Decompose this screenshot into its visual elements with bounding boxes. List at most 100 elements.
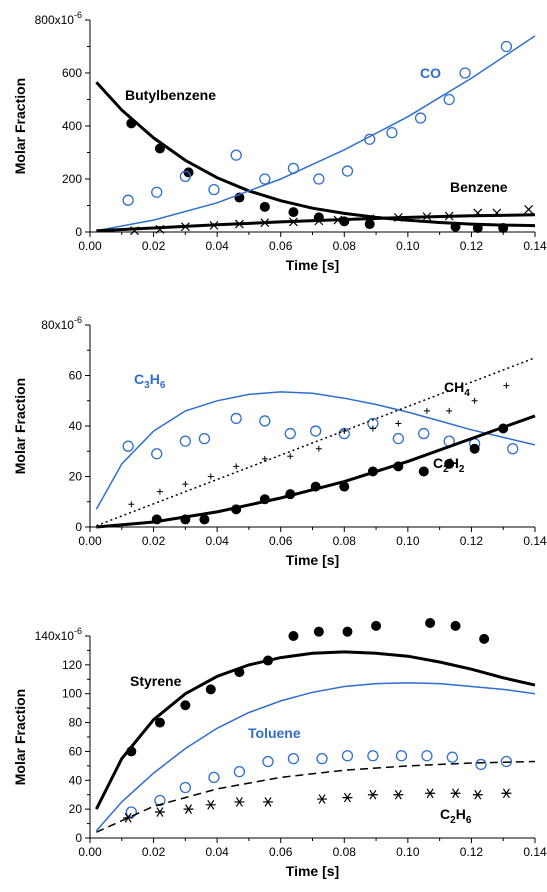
data-point-ch4 (395, 420, 402, 427)
data-point-co (122, 194, 134, 206)
y-tick-exponent: -6 (74, 10, 82, 20)
x-tick-label: 0.04 (205, 845, 229, 859)
label-part: C (433, 455, 443, 471)
series-ch4: CH4 (96, 357, 536, 527)
x-tick-label: 0.14 (523, 239, 547, 253)
y-tick-label: 20 (69, 470, 83, 484)
data-point-co (500, 40, 513, 53)
label-subscript: 2 (459, 464, 465, 475)
model-curve-co (96, 35, 536, 232)
chart-panel-1: 0.00 0.02 0.04 0.06 0.08 0.10 0.12 0.14 0 200 400 6… (12, 10, 547, 273)
x-tick-label: 0.02 (142, 845, 166, 859)
series-benzene: Benzene (96, 179, 536, 236)
data-point-toluene (446, 751, 459, 763)
data-point-c2h2 (418, 466, 429, 477)
y-tick-label: 0 (75, 520, 82, 534)
series-label-benzene: Benzene (450, 179, 508, 195)
data-point-co (341, 165, 354, 177)
series-butylbenzene: Butylbenzene (95, 81, 536, 234)
label-subscript: 2 (443, 464, 449, 475)
data-point-c2h2 (444, 458, 455, 469)
x-tick-label: 0.10 (396, 534, 420, 548)
data-point-benzene (289, 217, 298, 227)
data-point-c2h6 (425, 788, 436, 799)
data-point-ch4 (261, 455, 268, 462)
label-part: C (440, 806, 450, 822)
x-tick-label: 0.14 (523, 534, 547, 548)
y-tick-exponent: -6 (74, 315, 82, 325)
label-part: H (150, 371, 160, 387)
data-point-toluene (500, 755, 513, 768)
data-point-co (414, 112, 427, 124)
data-point-c2h2 (199, 514, 210, 525)
data-point-toluene (395, 750, 408, 762)
data-point-co (459, 67, 471, 79)
data-point-styrene (154, 717, 165, 728)
data-point-ch4 (369, 425, 376, 432)
data-point-styrene (371, 620, 382, 631)
data-point-c2h6 (450, 788, 461, 799)
data-point-co (208, 183, 220, 196)
data-point-c2h6 (205, 799, 216, 810)
data-point-ch4 (503, 382, 510, 389)
series-c2h2: C2H2 (96, 414, 536, 529)
data-point-styrene (450, 620, 461, 631)
data-point-styrene (313, 626, 324, 637)
y-tick-exponent: -6 (74, 626, 82, 636)
series-co: CO (96, 35, 536, 232)
model-curve-ch4 (96, 357, 536, 527)
label-subscript: 6 (466, 815, 472, 826)
model-curve-styrene (95, 650, 536, 810)
data-point-co (259, 173, 271, 185)
data-point-co (313, 173, 325, 185)
data-point-butylbenzene (259, 201, 270, 212)
data-point-benzene (180, 222, 190, 232)
x-tick-label: 0.06 (269, 845, 293, 859)
data-point-co (287, 162, 300, 175)
data-point-styrene (425, 618, 436, 629)
y-tick-label: 80x10-6 (41, 315, 82, 332)
data-point-ch4 (156, 488, 163, 495)
data-point-butylbenzene (126, 118, 137, 129)
data-point-ch4 (341, 428, 348, 435)
label-part: H (456, 806, 466, 822)
data-point-c3h6 (507, 443, 519, 455)
data-point-ch4 (446, 407, 453, 414)
data-point-c2h2 (285, 489, 296, 500)
data-point-c2h2 (393, 461, 404, 472)
series-label-styrene: Styrene (130, 673, 182, 689)
model-curve-toluene (95, 682, 536, 832)
data-point-toluene (475, 758, 487, 771)
data-point-ch4 (182, 481, 189, 488)
data-point-co (386, 126, 398, 139)
y-tick-label: 120 (62, 658, 82, 672)
x-axis-title: Time [s] (286, 257, 339, 273)
data-point-c3h6 (230, 412, 242, 425)
data-point-co (443, 93, 455, 106)
y-tick-label: 200 (62, 172, 82, 186)
y-axis-title: Molar Fraction (12, 78, 28, 174)
data-point-c2h6 (393, 789, 404, 800)
y-axis-title: Molar Fraction (12, 689, 28, 785)
data-point-c2h2 (259, 494, 270, 505)
x-tick-label: 0.02 (142, 239, 166, 253)
data-point-c2h2 (151, 514, 162, 525)
data-point-c2h6 (367, 789, 378, 800)
data-point-benzene (260, 218, 270, 228)
x-tick-label: 0.10 (396, 845, 420, 859)
data-point-ch4 (128, 501, 135, 508)
data-point-co (364, 133, 376, 145)
y-tick-label: 80 (69, 716, 83, 730)
data-point-c2h2 (469, 443, 480, 454)
data-point-c2h2 (367, 466, 378, 477)
data-point-toluene (233, 765, 246, 778)
data-point-c3h6 (392, 432, 404, 445)
chart-panel-3: 0.00 0.02 0.04 0.06 0.08 0.10 0.12 0.14 0 20 40 60 8… (12, 618, 547, 879)
data-point-butylbenzene (364, 219, 375, 230)
y-tick-label: 600 (62, 66, 82, 80)
data-point-styrene (263, 655, 273, 666)
data-point-ch4 (471, 397, 478, 404)
data-point-toluene (208, 771, 220, 784)
data-point-c2h6 (472, 789, 483, 800)
